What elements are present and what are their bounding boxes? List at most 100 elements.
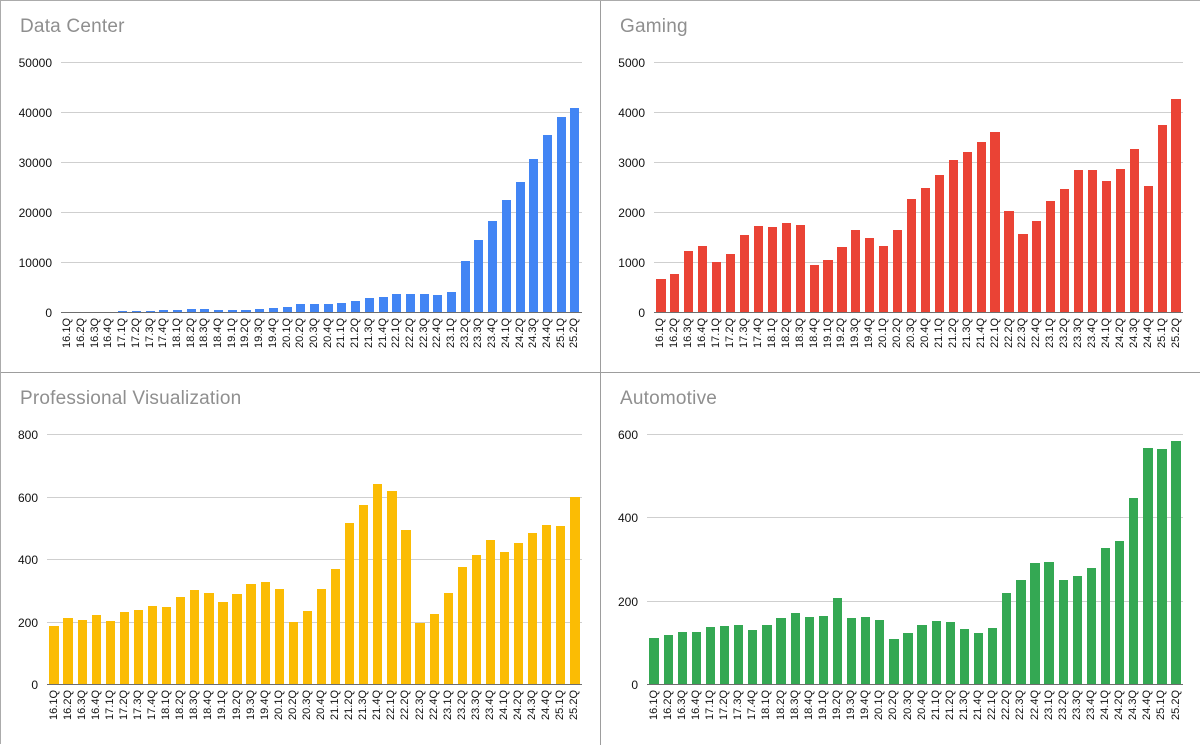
x-label-slot: 23.4Q [486, 318, 500, 348]
bar [119, 611, 130, 685]
x-axis-label: 20.2Q [286, 690, 299, 720]
x-label-slot: 19.2Q [230, 690, 244, 720]
bar [1129, 149, 1139, 313]
x-axis-label: 17.4Q [157, 318, 170, 348]
x-axis-label: 19.2Q [230, 690, 243, 720]
bar [1087, 169, 1098, 313]
x-axis-label: 23.2Q [1058, 318, 1071, 348]
x-axis-label: 20.1Q [873, 690, 886, 720]
x-axis-label: 22.4Q [427, 690, 440, 720]
bar-slot [117, 435, 131, 685]
y-axis-tick: 0 [45, 306, 52, 320]
bar-slot [696, 63, 710, 313]
x-axis-label: 18.3Q [788, 690, 801, 720]
x-label-slot: 16.3Q [88, 318, 102, 348]
bar-slot [1084, 435, 1098, 685]
x-label-slot: 22.2Q [1000, 690, 1014, 720]
x-label-slot: 18.2Q [774, 690, 788, 720]
x-label-slot: 19.1Q [821, 318, 835, 348]
x-axis-label: 17.2Q [117, 690, 130, 720]
bar-slot [188, 435, 202, 685]
gridline [47, 434, 582, 435]
x-axis-label: 16.1Q [647, 690, 660, 720]
x-axis-label: 24.1Q [1099, 318, 1112, 348]
x-label-slot: 21.1Q [932, 318, 946, 348]
x-axis-label: 24.3Q [1127, 318, 1140, 348]
bar-slot [960, 63, 974, 313]
x-label-slot: 23.2Q [458, 318, 472, 348]
y-axis-tick: 20000 [18, 206, 52, 220]
bar [392, 294, 402, 313]
bar-slot [89, 435, 103, 685]
bar-slot [845, 435, 859, 685]
chart-panel-gaming[interactable]: Gaming 0 1000 2000 3000 4000 5000 16.1Q 16.2Q 16… [601, 1, 1200, 373]
bar-slot [1070, 435, 1084, 685]
x-axis-label: 24.2Q [513, 318, 526, 348]
bar [931, 620, 941, 685]
x-label-slot: 18.4Q [802, 690, 816, 720]
x-axis-label: 18.3Q [188, 690, 201, 720]
bar-slot [1155, 63, 1169, 313]
x-label-slot: 17.1Q [710, 318, 724, 348]
x-axis-label: 23.1Q [445, 318, 458, 348]
bar-slot [710, 63, 724, 313]
bar-slot [1030, 63, 1044, 313]
x-label-slot: 21.3Q [357, 690, 371, 720]
x-axis-label: 19.4Q [258, 690, 271, 720]
plot-area: 0 200 400 600 800 16.1Q 16.2Q 16.3Q 16.4Q 17.1Q 17… [18, 429, 582, 720]
bar-slot [171, 63, 185, 313]
bar [945, 621, 955, 685]
bar [832, 597, 843, 685]
bar [447, 291, 457, 313]
x-label-slot: 19.1Q [225, 318, 239, 348]
x-axis-label: 18.2Q [774, 690, 787, 720]
x-label-slot: 23.1Q [1042, 690, 1056, 720]
x-axis-label: 24.3Q [527, 318, 540, 348]
chart-panel-data-center[interactable]: Data Center 0 10000 20000 30000 40000 50000 16… [1, 1, 601, 373]
x-axis-labels: 16.1Q 16.2Q 16.3Q 16.4Q 17.1Q 17.2Q 17.3Q 17.4Q… [47, 690, 582, 720]
gridline [61, 62, 582, 63]
x-axis-label: 16.1Q [61, 318, 74, 348]
x-label-slot: 20.3Q [308, 318, 322, 348]
x-axis-label: 16.1Q [654, 318, 667, 348]
x-label-slot: 22.3Q [1016, 318, 1030, 348]
bar-slot [184, 63, 198, 313]
x-axis-label: 16.3Q [682, 318, 695, 348]
x-label-slot: 19.2Q [830, 690, 844, 720]
bar [889, 638, 899, 685]
x-axis-label: 25.1Q [1155, 690, 1168, 720]
bar [556, 525, 566, 685]
gridline [654, 112, 1183, 113]
gridline [654, 262, 1183, 263]
x-label-slot: 16.4Q [696, 318, 710, 348]
x-label-slot: 21.1Q [329, 690, 343, 720]
chart-panel-automotive[interactable]: Automotive 0 200 400 600 16.1Q 16.2Q 16.3Q 16.4… [601, 373, 1200, 745]
bar-slot [102, 63, 116, 313]
bar-slot [174, 435, 188, 685]
bar [246, 583, 256, 685]
x-axis-label: 21.3Q [957, 690, 970, 720]
bar-slot [919, 63, 933, 313]
x-axis-label: 17.1Q [710, 318, 723, 348]
x-label-slot: 25.2Q [568, 690, 582, 720]
x-axis-label: 16.4Q [102, 318, 115, 348]
x-axis-label: 19.3Q [845, 690, 858, 720]
x-label-slot: 23.3Q [1070, 690, 1084, 720]
bar-slot [788, 435, 802, 685]
bar-slot [905, 63, 919, 313]
x-label-slot: 22.3Q [417, 318, 431, 348]
chart-panel-professional-visualization[interactable]: Professional Visualization 0 200 400 600 800… [1, 373, 601, 745]
x-label-slot: 16.3Q [675, 690, 689, 720]
bar-slot [513, 63, 527, 313]
bar-slot [385, 435, 399, 685]
x-axis-line [647, 684, 1183, 685]
bar-slot [540, 435, 554, 685]
bar-slot [472, 63, 486, 313]
bar-slot [441, 435, 455, 685]
y-axis-tick: 0 [638, 306, 645, 320]
bar-slot [988, 63, 1002, 313]
x-label-slot: 21.4Q [972, 690, 986, 720]
x-axis-label: 20.3Q [901, 690, 914, 720]
bar-slot [802, 435, 816, 685]
bar [762, 624, 772, 685]
